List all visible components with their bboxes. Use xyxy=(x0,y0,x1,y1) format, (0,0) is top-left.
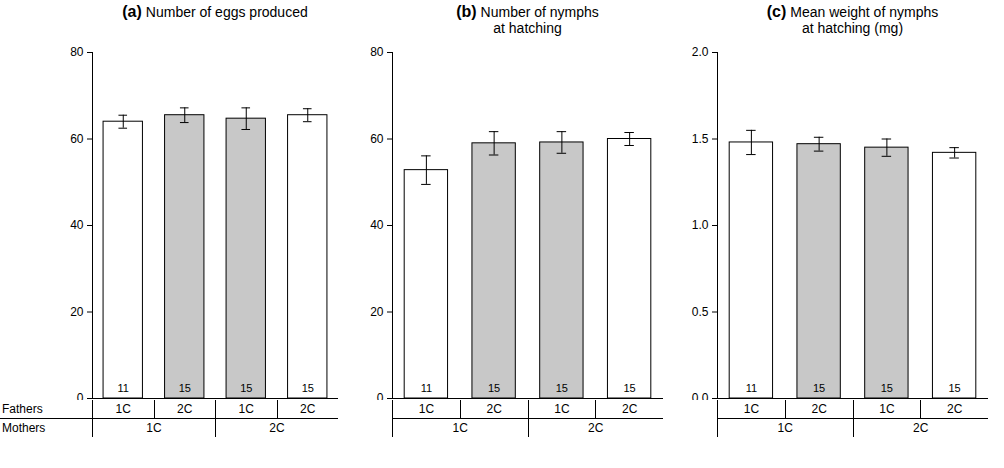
svg-text:1.0: 1.0 xyxy=(692,218,709,232)
html-text:2C: 2C xyxy=(811,402,827,416)
html-text:1C: 1C xyxy=(879,402,895,416)
html-text:1C: 1C xyxy=(777,421,793,435)
svg-text:15: 15 xyxy=(813,382,825,394)
svg-text:60: 60 xyxy=(370,132,384,146)
html-text:1C: 1C xyxy=(238,402,254,416)
html-text:1C: 1C xyxy=(115,402,131,416)
svg-text:60: 60 xyxy=(70,132,84,146)
svg-text:11: 11 xyxy=(421,382,432,394)
html-text:2C: 2C xyxy=(486,402,502,416)
html-text:Fathers: Fathers xyxy=(2,402,43,416)
svg-text:20: 20 xyxy=(70,305,84,319)
html-text:2C: 2C xyxy=(913,421,929,435)
svg-text:2.0: 2.0 xyxy=(692,45,709,59)
html-text:1C: 1C xyxy=(554,402,570,416)
svg-text:0: 0 xyxy=(377,391,384,400)
svg-text:40: 40 xyxy=(70,218,84,232)
svg-text:11: 11 xyxy=(118,382,129,394)
svg-text:15: 15 xyxy=(949,382,961,394)
svg-text:15: 15 xyxy=(881,382,893,394)
html-text:2C: 2C xyxy=(269,421,285,435)
svg-text:15: 15 xyxy=(488,382,500,394)
svg-text:1.5: 1.5 xyxy=(692,132,709,146)
html-text:1C: 1C xyxy=(743,402,759,416)
svg-text:15: 15 xyxy=(624,382,636,394)
html-text:1C: 1C xyxy=(452,421,468,435)
html-text:(c) Mean weight of nymphs at h: (c) Mean weight of nymphs at hatching (m… xyxy=(766,3,939,36)
html-text:(b) Number of nymphs at hatchi: (b) Number of nymphs at hatching xyxy=(456,3,599,36)
svg-text:80: 80 xyxy=(370,45,384,59)
svg-text:0: 0 xyxy=(77,391,84,400)
html-text:2C: 2C xyxy=(177,402,193,416)
html-text:Mothers: Mothers xyxy=(2,421,46,435)
svg-text:20: 20 xyxy=(370,305,384,319)
svg-text:15: 15 xyxy=(556,382,568,394)
html-text:1C: 1C xyxy=(418,402,434,416)
html-text:1C: 1C xyxy=(146,421,162,435)
svg-text:80: 80 xyxy=(70,45,84,59)
html-text:2C: 2C xyxy=(300,402,316,416)
svg-text:11: 11 xyxy=(746,382,757,394)
svg-text:0.5: 0.5 xyxy=(692,305,709,319)
html-text:2C: 2C xyxy=(588,421,604,435)
svg-text:40: 40 xyxy=(370,218,384,232)
svg-text:15: 15 xyxy=(302,382,314,394)
svg-text:15: 15 xyxy=(179,382,191,394)
svg-text:15: 15 xyxy=(240,382,252,394)
html-text:2C: 2C xyxy=(622,402,638,416)
html-text:(a) Number of eggs produced: (a) Number of eggs produced xyxy=(122,3,308,20)
html-text:2C: 2C xyxy=(947,402,963,416)
svg-text:0.0: 0.0 xyxy=(692,391,709,400)
